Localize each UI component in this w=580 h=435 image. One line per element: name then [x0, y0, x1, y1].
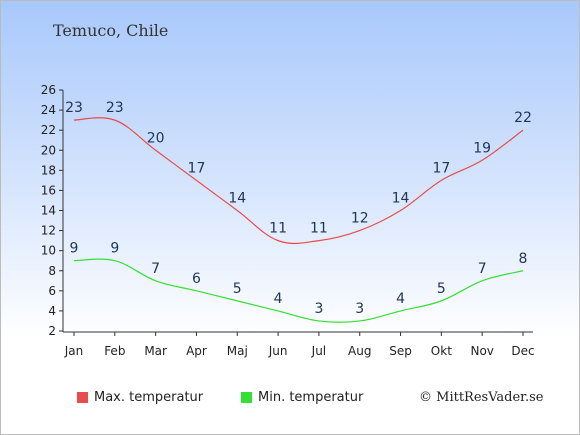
max-temp-data-label: 11	[310, 221, 328, 237]
max-temp-data-label: 17	[188, 160, 206, 176]
x-tick-label: Sep	[389, 344, 412, 358]
y-tick-label: 6	[48, 284, 56, 298]
max-temp-data-label: 20	[147, 130, 165, 146]
credit-text: © MittResVader.se	[419, 390, 544, 405]
max-temp-data-label: 23	[106, 100, 124, 116]
max-temp-data-label: 23	[65, 100, 83, 116]
max-temp-line	[73, 117, 524, 245]
max-temp-data-label: 17	[432, 160, 450, 176]
max-temp-data-label: 19	[473, 140, 491, 156]
x-tick-label: Jun	[268, 344, 288, 358]
max-temp-data-label: 14	[228, 191, 246, 207]
y-tick-label: 2	[48, 324, 56, 338]
x-tick-label: Jul	[311, 344, 326, 358]
max-temp-data-label: 22	[514, 110, 532, 126]
y-tick-label: 4	[48, 304, 56, 318]
y-tick-label: 10	[41, 244, 56, 258]
y-tick-label: 24	[41, 103, 56, 117]
y-tick-label: 16	[41, 183, 56, 197]
min-temp-data-label: 3	[355, 301, 364, 317]
min-temp-data-label: 3	[314, 301, 323, 317]
legend-max-label: Max. temperatur	[94, 390, 204, 405]
min-temp-data-label: 4	[396, 291, 405, 307]
x-tick-label: Dec	[511, 344, 534, 358]
y-tick-label: 14	[41, 204, 56, 218]
y-tick-label: 26	[41, 83, 56, 97]
x-tick-label: Okt	[431, 344, 452, 358]
min-temp-data-label: 8	[519, 251, 528, 267]
legend-max: Max. temperatur	[77, 390, 203, 405]
min-temp-line	[73, 258, 524, 323]
legend-min-swatch	[241, 392, 252, 403]
y-tick-label: 8	[48, 264, 56, 278]
min-temp-data-label: 5	[233, 281, 242, 297]
legend-min-label: Min. temperatur	[258, 390, 364, 405]
min-temp-data-label: 7	[151, 261, 160, 277]
min-temp-data-label: 9	[70, 241, 79, 257]
chart-title: Temuco, Chile	[53, 21, 169, 40]
x-tick-label: Maj	[227, 344, 248, 358]
y-tick-label: 22	[41, 123, 56, 137]
x-tick-label: Apr	[186, 344, 207, 358]
max-temp-data-label: 12	[351, 211, 369, 227]
min-temp-data-label: 6	[192, 271, 201, 287]
min-temp-data-label: 4	[274, 291, 283, 307]
min-temp-data-label: 9	[110, 241, 119, 257]
max-temp-data-label: 14	[392, 191, 410, 207]
min-temp-data-label: 7	[478, 261, 487, 277]
legend-max-swatch	[77, 392, 88, 403]
min-temp-data-label: 5	[437, 281, 446, 297]
max-temp-data-label: 11	[269, 221, 287, 237]
x-tick-label: Feb	[104, 344, 125, 358]
x-tick-label: Nov	[470, 344, 493, 358]
x-tick-label: Aug	[348, 344, 371, 358]
x-tick-label: Jan	[64, 344, 84, 358]
y-tick-label: 20	[41, 143, 56, 157]
x-tick-label: Mar	[144, 344, 167, 358]
y-tick-label: 12	[41, 224, 56, 238]
y-tick-label: 18	[41, 163, 56, 177]
legend-min: Min. temperatur	[241, 390, 363, 405]
